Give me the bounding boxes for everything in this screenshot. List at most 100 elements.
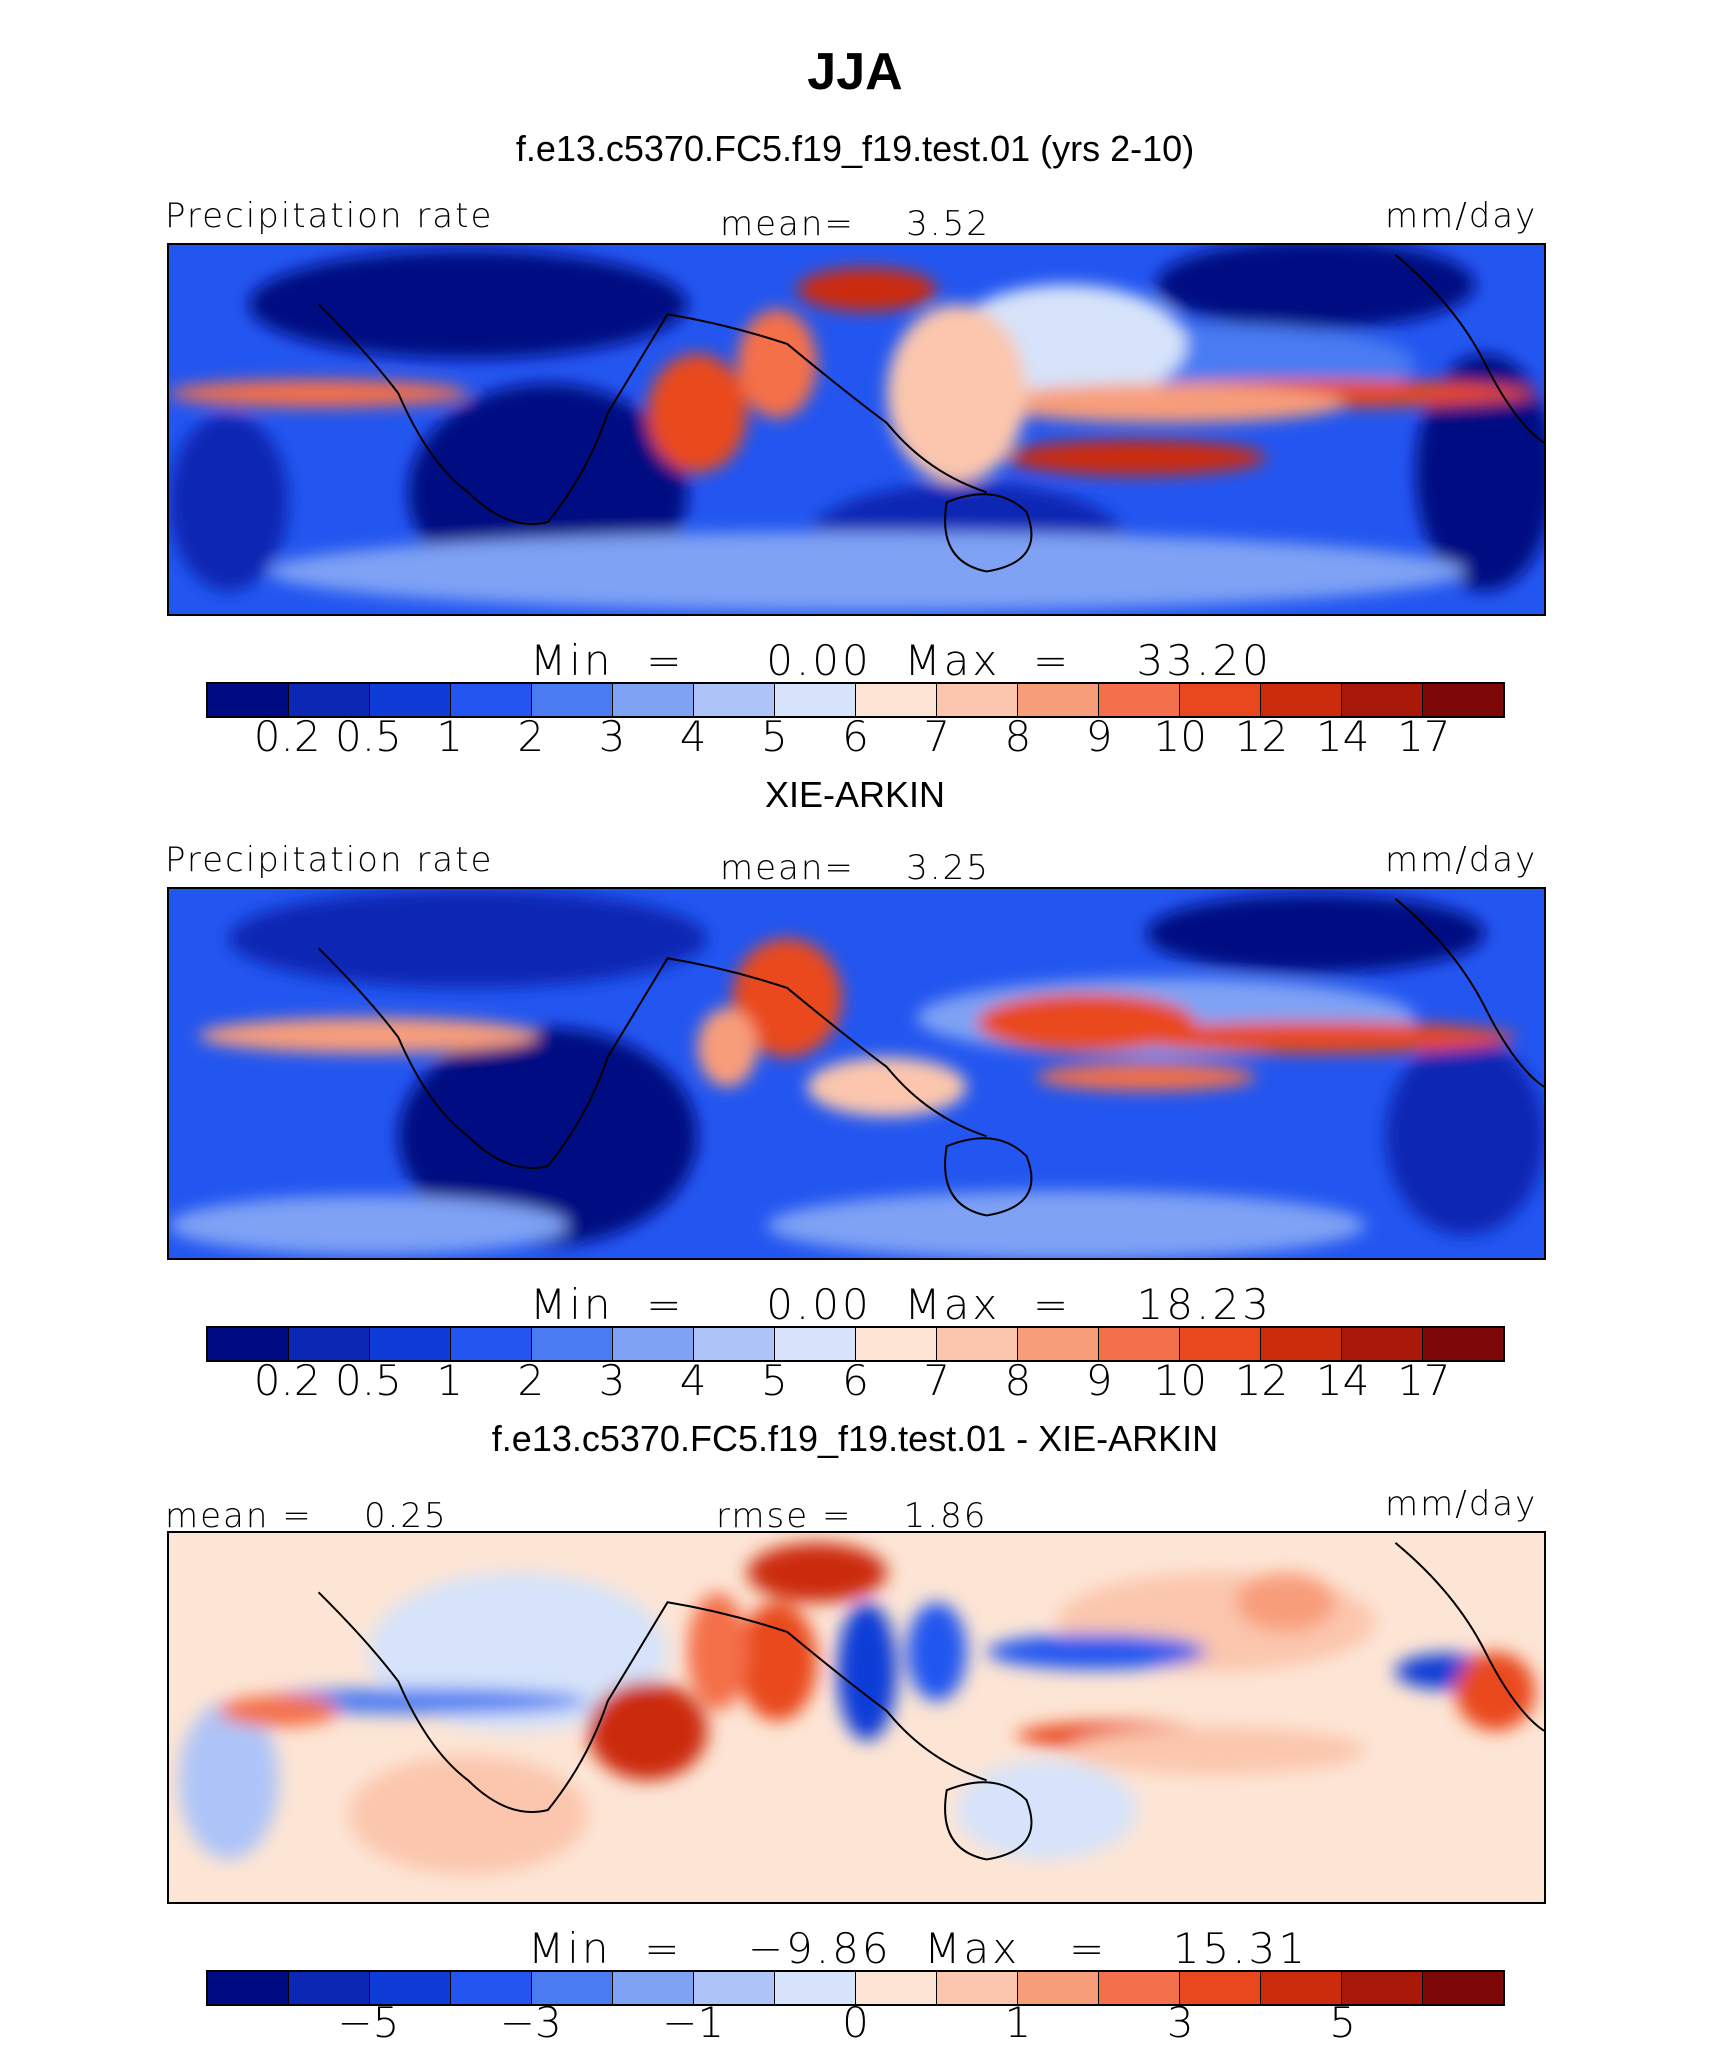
colorbar-cell (694, 1972, 775, 2004)
panel-1-min-max: Min = 0.00 Max = 33.20 (530, 636, 1272, 685)
panel-1-colorbar-ticks: 0.2 0.5 1 2 3 4 5 6 7 8 9 10 12 14 17 (0, 712, 1710, 772)
panel-1-contour-field (169, 245, 1544, 614)
colorbar-cell (370, 1328, 451, 1360)
colorbar-tick-label: 0.5 (334, 1356, 402, 1405)
colorbar-tick-label: 0 (842, 1998, 869, 2047)
colorbar-tick-label: 0.5 (334, 712, 402, 761)
panel-2-title: XIE-ARKIN (764, 774, 946, 815)
colorbar-cell (937, 1972, 1018, 2004)
colorbar-cell (1018, 1328, 1099, 1360)
colorbar-tick-label: 8 (1004, 712, 1032, 761)
colorbar-cell (1018, 1972, 1099, 2004)
colorbar-cell (1423, 1328, 1503, 1360)
colorbar-cell (451, 1972, 532, 2004)
panel-1-units: mm/day (1385, 196, 1538, 236)
colorbar-cell (1261, 684, 1342, 716)
panel-2-min-max: Min = 0.00 Max = 18.23 (530, 1280, 1272, 1329)
panel-2-mean-label: mean= 3.25 (720, 848, 990, 888)
panel-1-title: f.e13.c5370.FC5.f19_f19.test.01 (yrs 2-1… (515, 128, 1195, 169)
panel-2-contour-field (169, 889, 1544, 1258)
colorbar-cell (1261, 1328, 1342, 1360)
panel-3-rmse-label: rmse = 1.86 (716, 1496, 988, 1536)
panel-3-mean-label: mean = 0.25 (165, 1496, 448, 1536)
panel-2-map (167, 887, 1546, 1260)
panel-1-americas-coastline (1394, 254, 1544, 444)
colorbar-tick-label: 4 (679, 712, 707, 761)
panel-2-australia-outline (944, 1137, 1033, 1217)
panel-3-units: mm/day (1385, 1484, 1538, 1524)
colorbar-cell (1423, 1972, 1503, 2004)
colorbar-cell (1423, 684, 1503, 716)
colorbar-cell (208, 1328, 289, 1360)
colorbar-cell (1342, 1972, 1423, 2004)
colorbar-tick-label: 8 (1004, 1356, 1032, 1405)
colorbar-tick-label: 17 (1397, 1356, 1451, 1405)
panel-3-americas-coastline (1394, 1542, 1544, 1732)
colorbar-tick-label: 2 (517, 1356, 545, 1405)
colorbar-tick-label: 7 (923, 712, 951, 761)
colorbar-cell (694, 684, 775, 716)
colorbar-tick-label: 1 (1004, 1998, 1032, 2047)
panel-3-colorbar (206, 1970, 1505, 2006)
panel-2-variable-label: Precipitation rate (165, 840, 494, 880)
colorbar-tick-label: 1 (436, 712, 463, 761)
colorbar-cell (1180, 1972, 1261, 2004)
colorbar-tick-label: 10 (1153, 1356, 1207, 1405)
colorbar-tick-label: 9 (1085, 1356, 1113, 1405)
colorbar-cell (856, 1972, 937, 2004)
colorbar-tick-label: 9 (1085, 712, 1113, 761)
colorbar-cell (1018, 684, 1099, 716)
panel-3-australia-outline (944, 1781, 1033, 1861)
panel-2-colorbar (206, 1326, 1505, 1362)
colorbar-tick-label: 14 (1315, 1356, 1370, 1405)
colorbar-cell (937, 684, 1018, 716)
colorbar-tick-label: 10 (1153, 712, 1207, 761)
colorbar-cell (208, 1972, 289, 2004)
colorbar-tick-label: 14 (1315, 712, 1370, 761)
panel-3-colorbar-ticks: −5 −3 −1 0 1 3 5 (0, 1998, 1710, 2048)
colorbar-tick-label: 12 (1234, 712, 1289, 761)
colorbar-cell (613, 684, 694, 716)
colorbar-tick-label: 6 (842, 712, 869, 761)
colorbar-cell (775, 684, 856, 716)
colorbar-cell (937, 1328, 1018, 1360)
panel-3-contour-field (169, 1533, 1544, 1902)
colorbar-tick-label: 1 (436, 1356, 463, 1405)
panel-3-map (167, 1531, 1546, 1904)
colorbar-tick-label: 3 (598, 1356, 626, 1405)
panel-2-colorbar-ticks: 0.2 0.5 1 2 3 4 5 6 7 8 9 10 12 14 17 (0, 1356, 1710, 1416)
colorbar-cell (289, 1972, 370, 2004)
colorbar-tick-label: 3 (1166, 1998, 1194, 2047)
panel-2-coastline (317, 947, 987, 1169)
colorbar-cell (613, 1972, 694, 2004)
colorbar-tick-label: 2 (517, 712, 545, 761)
panel-3-title: f.e13.c5370.FC5.f19_f19.test.01 - XIE-AR… (491, 1418, 1219, 1459)
colorbar-cell (613, 1328, 694, 1360)
colorbar-tick-label: 7 (923, 1356, 951, 1405)
colorbar-tick-label: 0.2 (253, 1356, 321, 1405)
colorbar-cell (775, 1972, 856, 2004)
colorbar-cell (1180, 684, 1261, 716)
colorbar-tick-label: −1 (662, 1998, 725, 2047)
panel-1-colorbar (206, 682, 1505, 718)
colorbar-tick-label: 6 (842, 1356, 869, 1405)
colorbar-cell (532, 1328, 613, 1360)
colorbar-tick-label: 12 (1234, 1356, 1289, 1405)
colorbar-cell (775, 1328, 856, 1360)
colorbar-cell (208, 684, 289, 716)
colorbar-cell (1099, 1972, 1180, 2004)
panel-1-map (167, 243, 1546, 616)
colorbar-cell (532, 684, 613, 716)
colorbar-cell (1180, 1328, 1261, 1360)
colorbar-cell (1099, 1328, 1180, 1360)
colorbar-cell (289, 1328, 370, 1360)
colorbar-tick-label: 5 (1329, 1998, 1356, 2047)
colorbar-tick-label: 3 (598, 712, 626, 761)
colorbar-cell (451, 1328, 532, 1360)
colorbar-cell (856, 684, 937, 716)
colorbar-cell (451, 684, 532, 716)
panel-3-coastline (317, 1591, 987, 1813)
colorbar-tick-label: 5 (760, 712, 788, 761)
panel-1-australia-outline (944, 493, 1033, 573)
panel-3-min-max: Min = −9.86 Max = 15.31 (528, 1924, 1308, 1973)
